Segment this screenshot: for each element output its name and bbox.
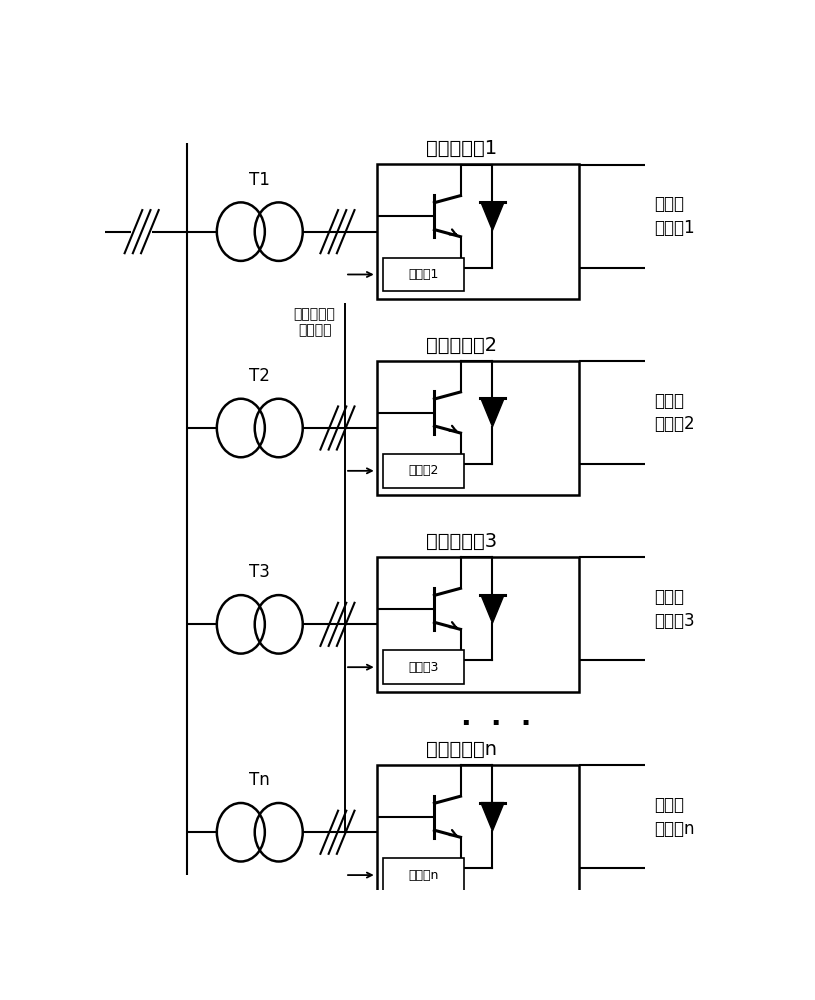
Text: ·  ·  ·: · · · <box>461 710 532 738</box>
Polygon shape <box>481 202 504 230</box>
Text: 控制器n: 控制器n <box>408 869 438 882</box>
Text: T1: T1 <box>249 171 271 189</box>
FancyBboxPatch shape <box>383 454 464 488</box>
Text: 能量存
储单元3: 能量存 储单元3 <box>654 588 695 630</box>
Text: 控制器2: 控制器2 <box>408 464 438 477</box>
Text: 控制器3: 控制器3 <box>408 661 438 674</box>
FancyBboxPatch shape <box>377 164 579 299</box>
Text: 储能变流器n: 储能变流器n <box>426 740 497 759</box>
FancyBboxPatch shape <box>377 557 579 692</box>
Text: 能量存
储单元1: 能量存 储单元1 <box>654 195 695 237</box>
Text: 储能变流器1: 储能变流器1 <box>426 139 497 158</box>
FancyBboxPatch shape <box>377 765 579 900</box>
Text: 能量存
储单元2: 能量存 储单元2 <box>654 392 695 433</box>
Text: T3: T3 <box>249 563 271 581</box>
FancyBboxPatch shape <box>383 650 464 684</box>
Text: 储能变流器2: 储能变流器2 <box>426 335 497 354</box>
FancyBboxPatch shape <box>383 858 464 892</box>
Text: T2: T2 <box>249 367 271 385</box>
Text: 控制器1: 控制器1 <box>408 268 438 281</box>
Text: 能量存
储单元n: 能量存 储单元n <box>654 796 695 838</box>
Polygon shape <box>481 595 504 623</box>
Polygon shape <box>481 398 504 427</box>
FancyBboxPatch shape <box>377 361 579 495</box>
Polygon shape <box>481 803 504 831</box>
Text: 载波过零点
脉冲信号: 载波过零点 脉冲信号 <box>293 307 336 337</box>
Text: 储能变流器3: 储能变流器3 <box>426 532 497 551</box>
Text: Tn: Tn <box>249 771 270 789</box>
FancyBboxPatch shape <box>383 258 464 291</box>
